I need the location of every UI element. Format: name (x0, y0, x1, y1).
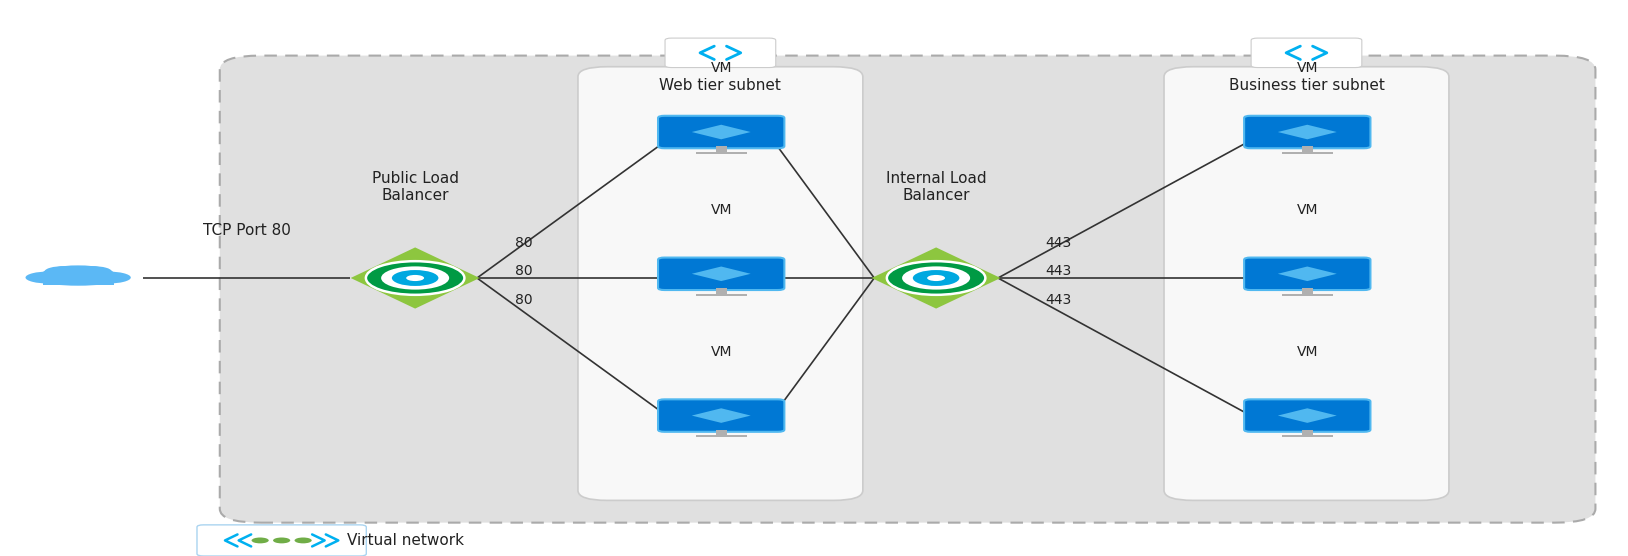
FancyBboxPatch shape (716, 288, 726, 294)
FancyBboxPatch shape (1302, 288, 1312, 294)
Text: Internal Load
Balancer: Internal Load Balancer (886, 171, 987, 203)
Text: TCP Port 80: TCP Port 80 (204, 223, 290, 238)
Polygon shape (692, 125, 751, 140)
FancyBboxPatch shape (695, 435, 747, 438)
Circle shape (274, 538, 290, 543)
Text: 80: 80 (516, 264, 532, 279)
Text: 443: 443 (1045, 264, 1071, 279)
Polygon shape (1278, 408, 1337, 423)
FancyBboxPatch shape (197, 525, 366, 556)
Polygon shape (692, 266, 751, 281)
Circle shape (252, 538, 269, 543)
Circle shape (928, 275, 944, 281)
Text: Business tier subnet: Business tier subnet (1229, 78, 1384, 93)
Text: 80: 80 (516, 236, 532, 250)
Ellipse shape (72, 266, 112, 277)
Ellipse shape (42, 265, 114, 282)
Ellipse shape (44, 266, 85, 277)
Text: 443: 443 (1045, 236, 1071, 250)
Circle shape (366, 261, 464, 295)
Polygon shape (871, 247, 1001, 309)
FancyBboxPatch shape (1244, 399, 1371, 432)
FancyBboxPatch shape (1302, 146, 1312, 152)
Polygon shape (1278, 266, 1337, 281)
Circle shape (295, 538, 311, 543)
FancyBboxPatch shape (1244, 257, 1371, 290)
FancyBboxPatch shape (220, 56, 1595, 523)
FancyBboxPatch shape (716, 430, 726, 435)
Text: VM: VM (1296, 345, 1319, 359)
Ellipse shape (42, 276, 114, 286)
FancyBboxPatch shape (658, 399, 785, 432)
Polygon shape (1278, 125, 1337, 140)
Circle shape (887, 261, 985, 295)
Ellipse shape (83, 271, 130, 284)
FancyBboxPatch shape (695, 152, 747, 154)
Circle shape (381, 266, 449, 290)
Text: VM: VM (710, 61, 733, 75)
FancyBboxPatch shape (695, 294, 747, 296)
Text: VM: VM (710, 345, 733, 359)
Text: 80: 80 (516, 292, 532, 307)
Circle shape (392, 270, 438, 286)
FancyBboxPatch shape (1164, 67, 1449, 500)
FancyBboxPatch shape (664, 38, 775, 67)
Text: VM: VM (710, 203, 733, 217)
FancyBboxPatch shape (42, 278, 114, 285)
Polygon shape (692, 408, 751, 423)
Circle shape (902, 266, 970, 290)
FancyBboxPatch shape (1250, 38, 1361, 67)
FancyBboxPatch shape (1281, 435, 1333, 438)
FancyBboxPatch shape (578, 67, 863, 500)
Ellipse shape (26, 271, 73, 284)
Circle shape (405, 275, 423, 281)
Polygon shape (350, 247, 480, 309)
FancyBboxPatch shape (716, 146, 726, 152)
Circle shape (913, 270, 959, 286)
Text: Web tier subnet: Web tier subnet (659, 78, 781, 93)
FancyBboxPatch shape (1281, 152, 1333, 154)
Text: VM: VM (1296, 61, 1319, 75)
FancyBboxPatch shape (1281, 294, 1333, 296)
FancyBboxPatch shape (658, 257, 785, 290)
Text: Public Load
Balancer: Public Load Balancer (371, 171, 459, 203)
Text: Virtual network: Virtual network (347, 533, 464, 548)
FancyBboxPatch shape (1302, 430, 1312, 435)
Text: VM: VM (1296, 203, 1319, 217)
Text: 443: 443 (1045, 292, 1071, 307)
FancyBboxPatch shape (658, 116, 785, 148)
FancyBboxPatch shape (1244, 116, 1371, 148)
